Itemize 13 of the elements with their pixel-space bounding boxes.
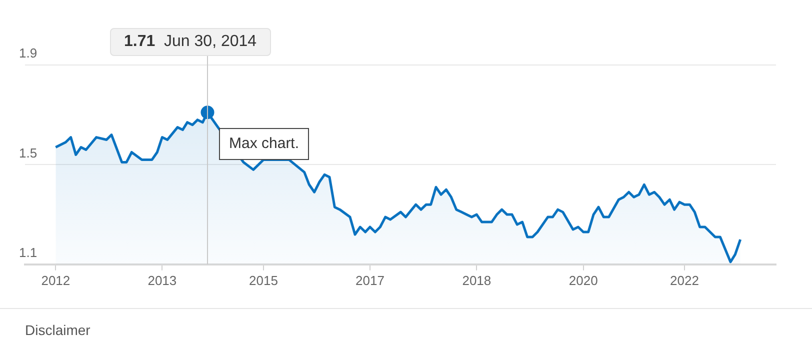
y-tick-label: 1.9	[19, 46, 38, 61]
text: 1.71 Jun 30, 2014	[124, 33, 257, 50]
x-tick-label: 2018	[462, 272, 492, 288]
x-tick-label: 2020	[568, 272, 598, 288]
x-tick-label: 2012	[41, 272, 70, 288]
y-tick-label: 1.5	[19, 145, 38, 160]
text: Disclaimer	[25, 322, 90, 338]
x-tick-label: 2015	[249, 272, 278, 288]
annotation: Max chart.	[219, 128, 310, 160]
x-tick-label: 2017	[356, 272, 384, 288]
y-tick-label: 1.1	[19, 244, 38, 260]
x-tick-label: 2022	[670, 272, 699, 288]
x-tick-label: 2013	[148, 272, 177, 288]
